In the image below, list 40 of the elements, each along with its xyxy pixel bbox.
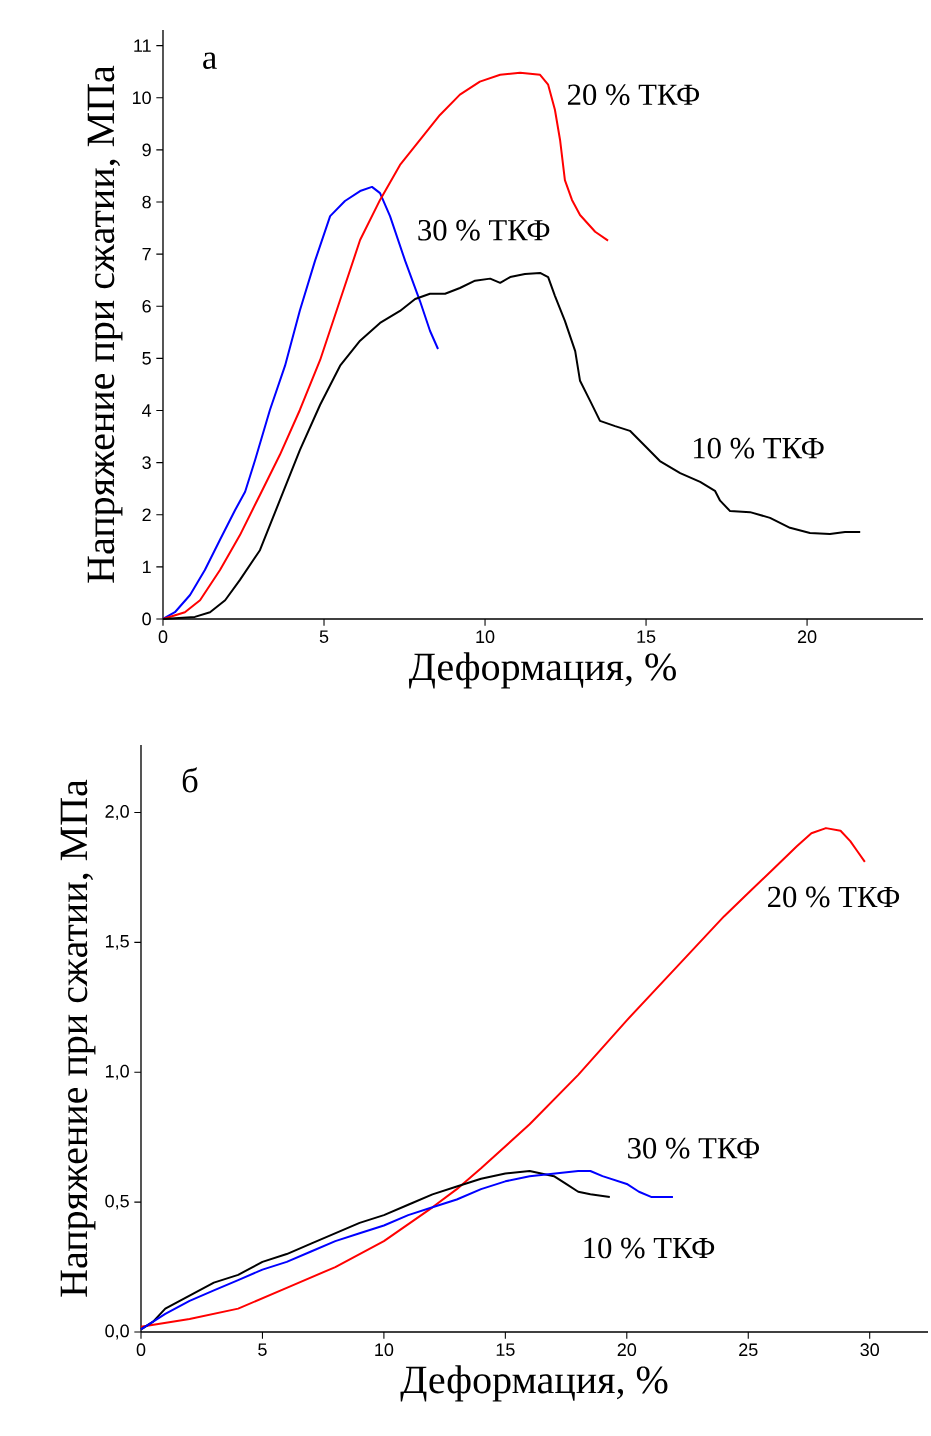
y-tick-label: 7	[142, 247, 151, 261]
y-tick-label: 5	[142, 352, 151, 365]
x-tick-label: 0	[158, 630, 168, 644]
y-tick-label: 10	[132, 91, 151, 105]
y-tick-label: 9	[142, 143, 151, 157]
y-tick-label: 1,5	[105, 935, 129, 950]
y-tick-label: 0,5	[105, 1194, 129, 1210]
y-tick-label: 1,0	[105, 1064, 129, 1080]
series-label: 30 % ТКФ	[418, 219, 550, 241]
x-tick-label: 20	[797, 630, 817, 644]
y-tick-label: 0,0	[105, 1324, 129, 1340]
x-axis-title: Деформация, %	[400, 1365, 668, 1402]
y-tick-label: 0	[142, 612, 151, 626]
x-axis-title: Деформация, %	[408, 652, 676, 689]
y-tick-label: 2,0	[105, 805, 129, 820]
y-tick-label: 3	[142, 456, 151, 469]
y-axis-title: Напряжение при сжатии, МПа	[60, 779, 96, 1297]
x-tick-label: 20	[617, 1343, 637, 1357]
series-label: 30 % ТКФ	[628, 1137, 760, 1159]
y-tick-label: 4	[142, 404, 152, 417]
x-tick-label: 25	[739, 1343, 758, 1357]
annotation: а	[203, 52, 217, 69]
y-tick-label: 11	[134, 39, 151, 52]
y-tick-label: 8	[142, 195, 151, 209]
x-tick-label: 10	[476, 630, 495, 644]
x-tick-label: 30	[860, 1343, 880, 1357]
y-axis-title: Напряжение при сжатии, МПа	[87, 65, 123, 583]
y-tick-label: 1	[142, 560, 151, 574]
x-tick-label: 5	[258, 1343, 267, 1356]
annotation: б	[182, 767, 198, 793]
y-tick-label: 2	[142, 508, 151, 522]
x-tick-label: 15	[637, 630, 656, 643]
x-tick-label: 10	[375, 1343, 394, 1357]
series-label: 10 % ТКФ	[693, 437, 824, 459]
y-tick-label: 6	[142, 299, 151, 313]
x-tick-label: 5	[319, 630, 329, 643]
series-label: 20 % ТКФ	[567, 84, 700, 106]
x-tick-label: 15	[496, 1343, 515, 1356]
series-label: 20 % ТКФ	[768, 886, 900, 908]
series-label: 10 % ТКФ	[584, 1237, 715, 1259]
